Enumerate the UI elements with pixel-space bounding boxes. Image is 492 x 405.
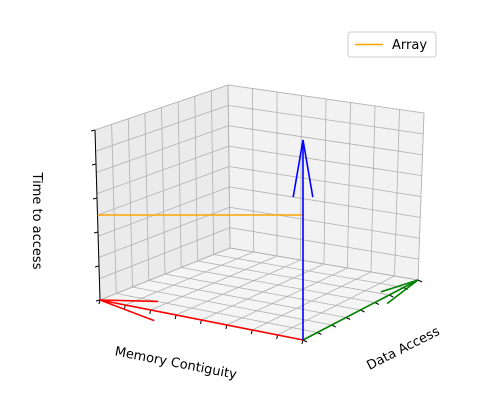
z-arrow-head <box>302 139 314 198</box>
y-arrow-head <box>386 279 419 305</box>
x-arrow-head <box>99 299 155 322</box>
legend-box <box>347 31 437 58</box>
grid-line <box>164 273 361 311</box>
x-arrow-shaft <box>99 299 304 341</box>
grid-line <box>252 271 372 331</box>
grid-line <box>213 254 404 288</box>
grid-line <box>226 267 348 326</box>
grid-line <box>228 145 422 177</box>
grid-line <box>228 104 424 135</box>
z-arrow-head <box>292 139 304 198</box>
y-arrow-head <box>380 279 419 293</box>
z-tick <box>94 265 100 268</box>
grid-line <box>95 104 229 152</box>
grid-line <box>228 125 423 156</box>
grid-line <box>227 84 425 114</box>
z-tick <box>93 231 99 234</box>
z-tick <box>90 129 96 132</box>
arrow-layer <box>99 139 419 341</box>
z-tick <box>95 299 101 302</box>
grid-line <box>177 101 182 268</box>
y-tick <box>417 279 423 283</box>
grid-line <box>96 125 229 173</box>
grid-line <box>194 96 198 262</box>
grid-line <box>227 84 231 249</box>
z-axis-label: Time to access <box>29 172 44 270</box>
y-arrow-shaft <box>302 279 419 341</box>
grid-line <box>94 84 229 131</box>
grid-line <box>277 275 395 336</box>
grid-line <box>394 109 400 277</box>
grid-line <box>370 105 376 273</box>
grid-line <box>228 166 422 197</box>
grid-line <box>229 247 419 281</box>
grid-line <box>417 112 425 281</box>
grid-line <box>97 166 230 216</box>
grid-line <box>197 260 390 296</box>
grid-line <box>347 102 351 269</box>
z-tick <box>92 197 98 200</box>
grid-line <box>210 90 215 255</box>
y-axis-label: Data Access <box>365 324 443 374</box>
legend: Array <box>347 31 437 58</box>
grid-line <box>181 267 375 303</box>
x-arrow-head <box>99 299 159 303</box>
z-tick <box>91 163 97 166</box>
x-axis-label: Memory Contiguity <box>113 344 238 382</box>
grid-line <box>96 145 229 195</box>
legend-label: Array <box>392 38 427 53</box>
